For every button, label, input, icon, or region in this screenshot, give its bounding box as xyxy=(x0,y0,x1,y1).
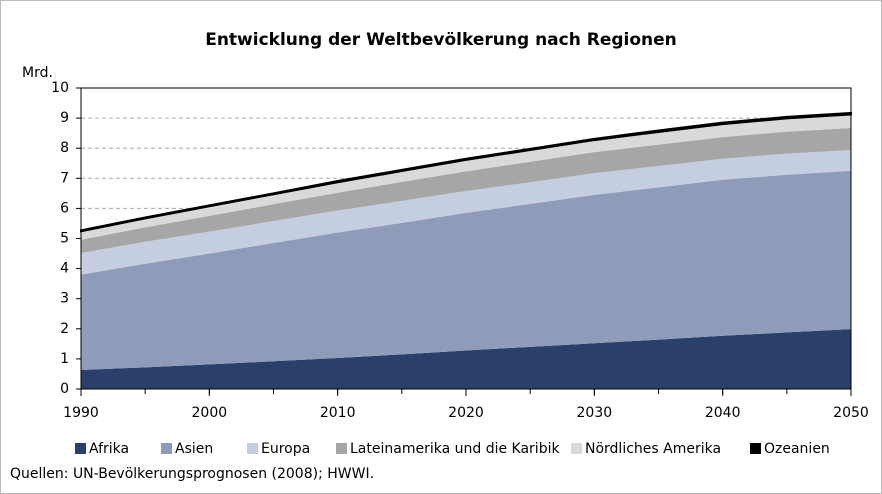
source: Quellen: UN-Bevölkerungsprognosen (2008)… xyxy=(10,466,374,482)
area xyxy=(81,150,851,275)
x-tick-label: 2040 xyxy=(705,405,741,421)
legend-label: Europa xyxy=(261,441,310,457)
legend-label: Nördliches Amerika xyxy=(585,441,721,457)
y-tick-label: 6 xyxy=(60,200,69,216)
legend-label: Asien xyxy=(175,441,213,457)
y-tick-label: 8 xyxy=(60,140,69,156)
area xyxy=(81,128,851,253)
legend-swatch xyxy=(75,443,86,454)
x-tick-label: 2020 xyxy=(448,405,484,421)
area xyxy=(81,114,851,240)
y-tick-label: 7 xyxy=(60,170,69,186)
y-tick-label: 5 xyxy=(60,231,69,247)
x-tick-label: 2050 xyxy=(833,405,869,421)
legend-swatch xyxy=(336,443,347,454)
legend-label: Ozeanien xyxy=(764,441,830,457)
x-tick-label: 2010 xyxy=(320,405,356,421)
y-tick-label: 10 xyxy=(51,80,69,96)
legend-swatch xyxy=(571,443,582,454)
legend-swatch xyxy=(161,443,172,454)
x-tick-label: 1990 xyxy=(63,405,99,421)
y-tick-label: 1 xyxy=(60,351,69,367)
y-axis-label: Mrd. xyxy=(22,65,53,81)
area xyxy=(81,170,851,371)
legend-label: Afrika xyxy=(89,441,129,457)
chart-title: Entwicklung der Weltbevölkerung nach Reg… xyxy=(205,30,677,50)
y-tick-label: 2 xyxy=(60,321,69,337)
x-tick-label: 2030 xyxy=(577,405,613,421)
y-tick-label: 9 xyxy=(60,110,69,126)
legend-swatch xyxy=(247,443,258,454)
y-tick-label: 0 xyxy=(60,381,69,397)
y-tick-label: 4 xyxy=(60,261,69,277)
legend-swatch xyxy=(750,443,761,454)
x-tick-label: 2000 xyxy=(192,405,228,421)
legend-label: Lateinamerika und die Karibik xyxy=(350,441,560,457)
area xyxy=(81,329,851,389)
y-tick-label: 3 xyxy=(60,291,69,307)
